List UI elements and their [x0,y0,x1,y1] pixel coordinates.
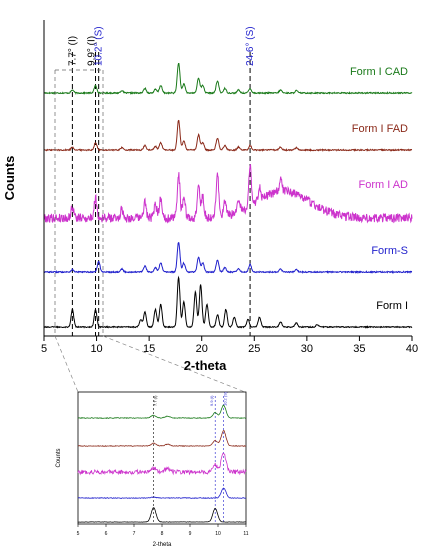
inset-x-tick-label-10: 10 [215,531,221,537]
inset-series-line-5 [78,507,246,523]
inset-series-line-2 [77,430,246,447]
main-x-tick-label-35: 35 [353,343,365,355]
main-legend-labels: Form I CAD Form I FAD Form I AD Form-S Form … [350,66,408,312]
inset-y-axis-label: Counts [56,448,62,467]
main-x-tick-label-25: 25 [248,343,260,355]
main-reference-label-7-7-i: 7.7° (I) [67,36,78,66]
zoom-region-bracket [54,69,246,393]
main-reference-label-10-2-s: 10.2° (S) [94,26,105,66]
inset-series-line-4 [77,487,247,500]
inset-x-tick-label-6: 6 [105,531,108,537]
main-x-tick-label-5: 5 [41,343,47,355]
main-series-line-form-i [43,275,413,329]
inset-series-group [77,404,247,523]
main-x-tick-label-10: 10 [90,343,102,355]
inset-x-tick-label-11: 11 [243,531,248,537]
inset-x-axis-label: 2-theta [153,542,172,548]
main-series-line-form-i-ad [43,164,413,224]
main-series-label-form-i-ad: Form I AD [358,179,408,191]
main-reference-lines [71,52,251,336]
inset-x-tick-label-7: 7 [133,531,136,537]
main-series-line-form-i-fad [43,119,413,152]
main-x-tick-label-20: 20 [196,343,208,355]
main-x-tick-label-40: 40 [406,343,418,355]
main-series-label-form-i: Form I [376,300,408,312]
inset-x-tick-label-9: 9 [189,531,192,537]
main-reference-label-9-9-i: 9.9° (I) [87,36,98,66]
main-series-label-form-i-cad: Form I CAD [350,66,408,78]
main-x-tick-label-30: 30 [301,343,313,355]
inset-series-line-3 [77,452,247,476]
inset-reference-label-10-2-s: 10.2 (S) [223,391,228,406]
main-series-line-form-i-cad [43,63,413,96]
main-chart: Form I CAD Form I FAD Form I AD Form-S Form … [2,20,418,393]
inset-reference-lines [153,396,224,524]
inset-x-tick-label-5: 5 [77,531,80,537]
inset-reference-labels: 7.7 (I) 9.9 (I) 10.2 (S) [153,391,228,406]
inset-reference-label-7-7-i: 7.7 (I) [153,395,158,406]
main-x-tick-label-15: 15 [143,343,155,355]
inset-chart: 7.7 (I) 9.9 (I) 10.2 (S) 5 6 7 8 9 10 11 2-theta… [56,391,249,548]
main-series-label-form-i-fad: Form I FAD [352,123,408,135]
inset-x-ticks: 5 6 7 8 9 10 11 [77,524,249,537]
main-series-label-form-s: Form-S [371,245,408,257]
main-series-line-form-s [44,241,413,274]
main-reference-label-24-6-s: 24.6° (S) [245,26,256,66]
main-y-axis-label: Counts [2,156,17,201]
main-x-ticks: 5 10 15 20 25 30 35 40 [41,336,418,355]
main-x-axis-label: 2-theta [184,358,227,373]
inset-x-tick-label-8: 8 [161,531,164,537]
main-series-group [43,63,413,329]
main-reference-labels: 7.7° (I) 9.9° (I)10.2° (S) 24.6° (S) [67,26,256,66]
inset-reference-label-9-9-i: 9.9 (I) [209,395,214,406]
inset-series-line-1 [77,404,247,419]
